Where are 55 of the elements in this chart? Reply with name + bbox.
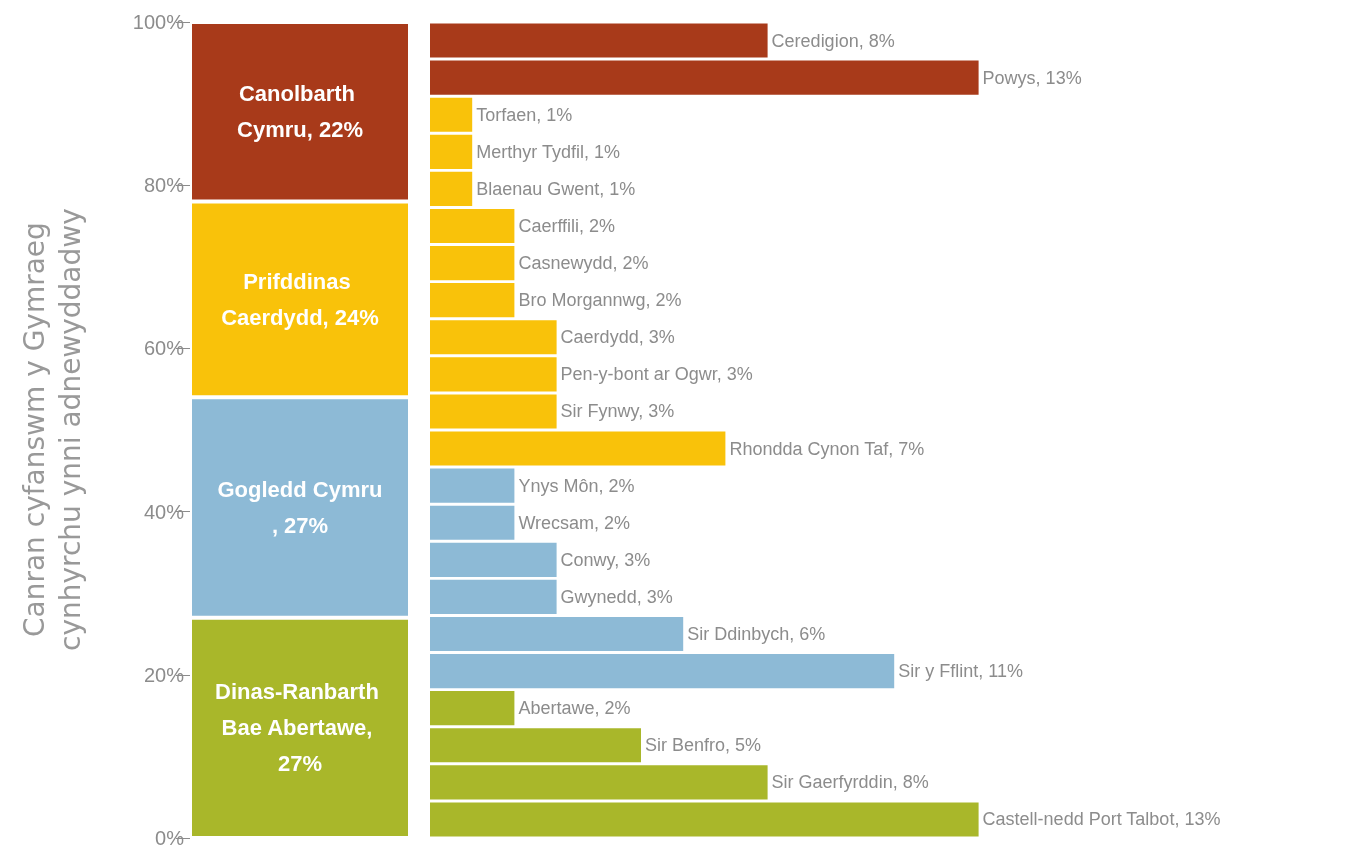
data-label: Gogledd Cymru, 27% <box>217 477 383 539</box>
data-label: Blaenau Gwent, 1% <box>476 178 636 199</box>
y-tick-label: 100% <box>132 11 185 33</box>
y-tick-label: 40% <box>143 500 185 523</box>
bar <box>430 60 979 95</box>
data-label: Torfaen, 1% <box>476 104 573 125</box>
bar <box>430 579 557 614</box>
bar <box>430 283 515 318</box>
data-label: Abertawe, 2% <box>518 698 631 719</box>
bar <box>430 246 515 281</box>
bar <box>430 616 684 652</box>
bar <box>430 765 768 800</box>
y-tick-label: 60% <box>143 337 185 360</box>
data-label: Gwynedd, 3% <box>560 586 673 607</box>
data-label: Merthyr Tydfil, 1% <box>476 141 620 162</box>
y-tick-label: 0% <box>155 827 185 849</box>
bar <box>430 320 557 355</box>
bar <box>430 691 515 726</box>
bar <box>430 97 473 132</box>
data-label: Casnewydd, 2% <box>518 253 649 274</box>
bar <box>430 23 768 58</box>
bar <box>430 542 557 577</box>
data-label: Sir y Fflint, 11% <box>898 661 1023 682</box>
bar <box>430 171 473 206</box>
data-label: Pen-y-bont ar Ogwr, 3% <box>560 364 753 385</box>
y-axis-title: Canran cyfanswm y Gymraeg cynhyrchu ynni adnewyddadwy <box>16 207 88 654</box>
bar <box>430 505 515 540</box>
data-label: Sir Gaerfyrddin, 8% <box>771 772 929 793</box>
data-label: Caerdydd, 3% <box>560 327 675 348</box>
bar <box>430 802 979 837</box>
data-label: Castell-nedd Port Talbot, 13% <box>982 809 1221 830</box>
bar <box>430 431 726 466</box>
bar <box>430 208 515 244</box>
y-tick-label: 20% <box>143 663 185 686</box>
data-label: Wrecsam, 2% <box>518 512 631 533</box>
data-label: Ynys Môn, 2% <box>518 475 635 496</box>
data-label: Dinas-Ranbarth Bae Abertawe, 27% <box>215 679 385 777</box>
data-label: Bro Morgannwg, 2% <box>518 290 682 311</box>
y-tick-label: 80% <box>143 174 185 197</box>
bar <box>430 654 895 689</box>
data-label: Canolbarth Cymru, 22% <box>237 81 363 143</box>
data-label: Prifddinas Caerdydd, 24% <box>221 268 379 330</box>
data-label: Powys, 13% <box>982 67 1082 88</box>
bar <box>430 468 515 503</box>
data-label: Conwy, 3% <box>560 549 651 570</box>
bar <box>430 134 473 169</box>
data-label: Sir Ddinbych, 6% <box>687 624 826 644</box>
data-label: Ceredigion, 8% <box>771 30 895 51</box>
data-label: Rhondda Cynon Taf, 7% <box>729 438 925 459</box>
data-label: Sir Benfro, 5% <box>645 735 762 756</box>
data-label: Sir Fynwy, 3% <box>560 401 675 422</box>
data-label: Caerffili, 2% <box>518 216 616 236</box>
bar <box>430 394 557 429</box>
bar <box>430 357 557 392</box>
bar <box>430 728 641 763</box>
